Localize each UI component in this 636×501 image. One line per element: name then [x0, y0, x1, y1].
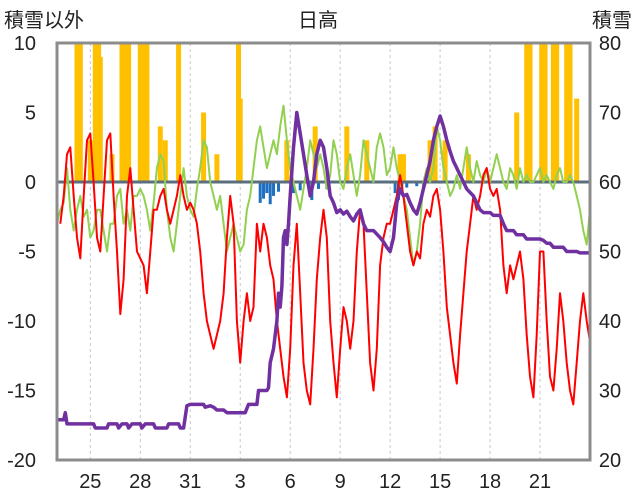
- negative-bar: [277, 182, 281, 192]
- y-left-tick-label: -20: [7, 450, 36, 472]
- precip-bar: [567, 43, 573, 182]
- precip-bar: [119, 43, 125, 182]
- y-right-tick-label: 60: [599, 172, 621, 194]
- x-tick-label: 12: [379, 471, 401, 493]
- x-axis-ticks: 25 28 31 3 6 9 12 15 18 21: [79, 471, 551, 493]
- y-right-tick-label: 70: [599, 103, 621, 125]
- precip-bar: [284, 140, 290, 182]
- negative-bar: [298, 182, 302, 191]
- precip-bar: [97, 56, 103, 182]
- precip-bar: [539, 43, 545, 182]
- negative-bar: [393, 182, 397, 194]
- precip-bar: [524, 43, 530, 182]
- negative-bar: [292, 182, 296, 194]
- precip-bar: [400, 154, 406, 182]
- precip-bar: [554, 43, 560, 182]
- plot-frame: [55, 41, 592, 462]
- precip-bar: [364, 140, 370, 182]
- x-tick-label: 3: [235, 471, 246, 493]
- y-axis-left-label: 積雪以外: [4, 9, 84, 32]
- precip-bar: [176, 43, 182, 182]
- y-axis-left-ticks: 10 5 0 -5 -10 -15 -20: [7, 33, 36, 472]
- precip-bar: [542, 43, 548, 182]
- negative-bar: [265, 182, 269, 194]
- y-axis-right-label: 積雪: [592, 9, 632, 32]
- negative-bar: [272, 182, 276, 196]
- y-right-tick-label: 20: [599, 450, 621, 472]
- precip-bar: [442, 140, 448, 182]
- precip-bar: [397, 154, 403, 182]
- precip-bar: [237, 98, 243, 182]
- precip-bar: [126, 43, 132, 182]
- precip-bar: [514, 112, 520, 182]
- y-left-tick-label: 5: [25, 103, 36, 125]
- negative-bar: [258, 182, 262, 203]
- x-tick-label: 9: [335, 471, 346, 493]
- y-left-tick-label: -5: [18, 242, 36, 264]
- precip-bar: [564, 43, 570, 182]
- snow-depth-line: [57, 110, 590, 430]
- precip-bar: [122, 43, 128, 182]
- chart-title: 日高: [298, 9, 338, 32]
- x-tick-label: 25: [79, 471, 101, 493]
- y-left-tick-label: 0: [25, 172, 36, 194]
- precip-bar: [77, 43, 83, 182]
- y-left-tick-label: 10: [14, 33, 36, 55]
- negative-bar: [405, 182, 409, 188]
- temperature-line: [59, 132, 591, 406]
- y-right-tick-label: 50: [599, 242, 621, 264]
- series-lines: [56, 104, 591, 430]
- precip-bar: [74, 43, 80, 182]
- y-axis-right-ticks: 80 70 60 50 40 30 20: [599, 33, 621, 472]
- precip-bar: [137, 43, 143, 182]
- precip-bar: [574, 98, 580, 182]
- precip-bar: [214, 154, 220, 182]
- precip-bar: [92, 43, 98, 182]
- x-tick-label: 21: [529, 471, 551, 493]
- precip-bar: [527, 43, 533, 182]
- precip-bar: [550, 43, 556, 182]
- precip-bar: [144, 43, 150, 182]
- y-left-tick-label: -10: [7, 311, 36, 333]
- negative-bar: [268, 182, 272, 205]
- x-tick-label: 28: [129, 471, 151, 493]
- y-right-tick-label: 30: [599, 381, 621, 403]
- precip-bar: [87, 140, 93, 182]
- negative-bar: [415, 182, 419, 187]
- precip-bar: [162, 140, 168, 182]
- precip-bar: [344, 126, 350, 182]
- negative-bar: [317, 182, 321, 189]
- x-tick-label: 6: [285, 471, 296, 493]
- precip-bar: [465, 154, 471, 182]
- precip-bar: [141, 43, 147, 182]
- grid: [89, 43, 541, 460]
- y-right-tick-label: 80: [599, 33, 621, 55]
- green-series-line: [56, 104, 591, 267]
- y-right-tick-label: 40: [599, 311, 621, 333]
- negative-bar: [262, 182, 266, 199]
- x-tick-label: 31: [179, 471, 201, 493]
- x-tick-label: 15: [429, 471, 451, 493]
- x-tick-label: 18: [479, 471, 501, 493]
- y-left-tick-label: -15: [7, 381, 36, 403]
